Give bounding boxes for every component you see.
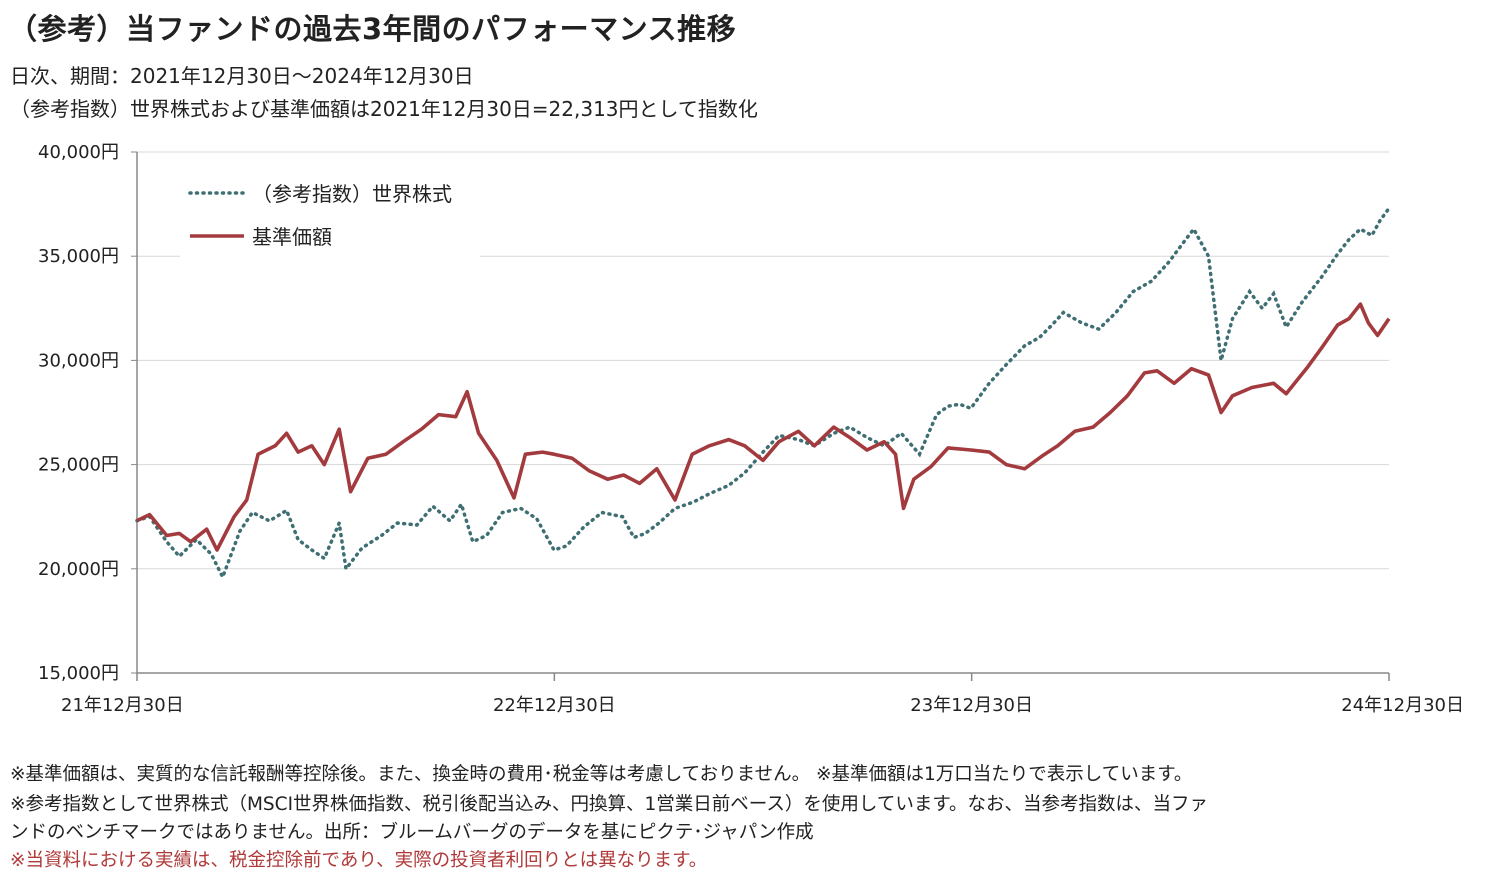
y-tick-label: 40,000円 [38,142,119,163]
x-axis-ticks: 21年12月30日 22年12月30日 23年12月30日 24年12月30日 [61,673,1464,716]
y-tick-label: 35,000円 [38,246,119,267]
series-lines [135,206,1391,582]
series-line-nav [136,302,1391,552]
chart-title: （参考）当ファンドの過去3年間のパフォーマンス推移 [8,12,737,46]
y-tick-label: 20,000円 [38,559,119,580]
y-axis-ticks: 15,000円 20,000円 25,000円 30,000円 35,000円 40,00… [38,142,137,684]
x-tick-label: 24年12月30日 [1341,695,1464,716]
x-tick-label: 21年12月30日 [61,695,184,716]
footnote-1: ※基準価額は、実質的な信託報酬等控除後。また、換金時の費用･税金等は考慮しており… [10,764,1193,785]
chart-subtitle-period: 日次、期間：2021年12月30日～2024年12月30日 [10,64,474,88]
y-tick-label: 25,000円 [38,455,119,476]
legend: （参考指数）世界株式 基準価額 [180,172,480,262]
performance-chart: 15,000円 20,000円 25,000円 30,000円 35,000円 40,00… [38,142,1464,716]
legend-label-index: （参考指数）世界株式 [252,182,452,206]
chart-subtitle-index-note: （参考指数）世界株式および基準価額は2021年12月30日=22,313円として… [10,97,758,121]
legend-label-nav: 基準価額 [252,225,332,249]
y-tick-label: 30,000円 [38,350,119,371]
legend-background [180,172,480,262]
y-tick-label: 15,000円 [38,663,119,684]
x-tick-label: 22年12月30日 [493,695,616,716]
footnote-4: ※当資料における実績は、税金控除前であり、実際の投資者利回りとは異なります。 [10,850,708,871]
footnote-3: ンドのベンチマークではありません。出所：ブルームバーグのデータを基にピクテ･ジャ… [10,822,814,843]
footnote-2: ※参考指数として世界株式（MSCI世界株価指数、税引後配当込み、円換算、1営業日… [10,794,1208,815]
x-tick-label: 23年12月30日 [910,695,1033,716]
series-line-index [135,206,1391,582]
